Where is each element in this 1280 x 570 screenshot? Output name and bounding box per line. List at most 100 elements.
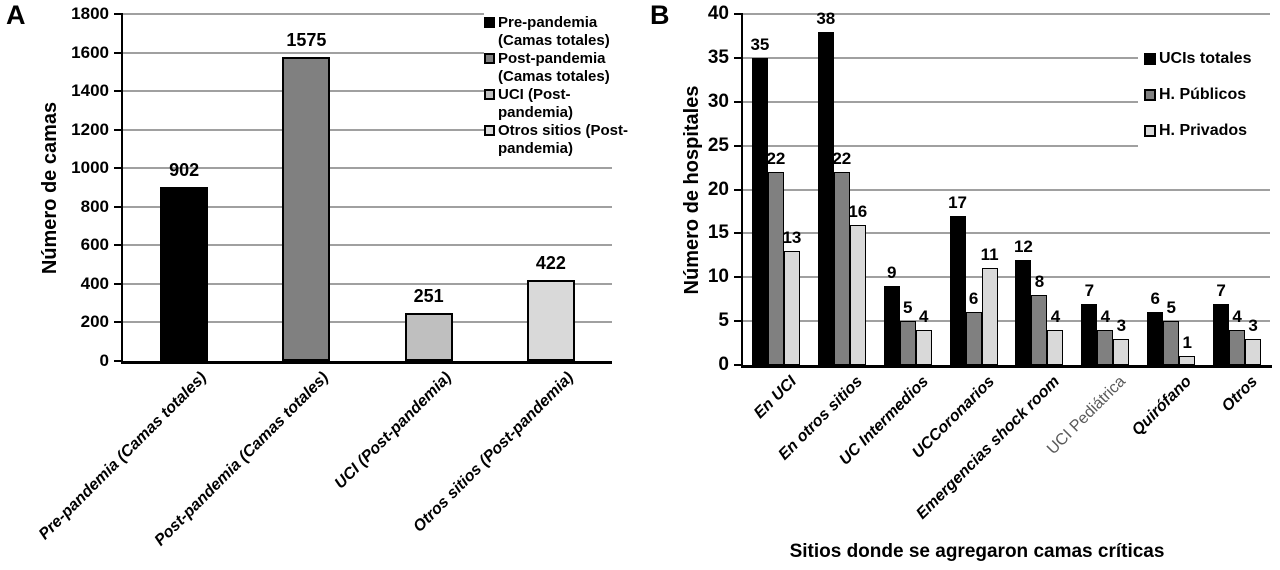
legend-item: UCI (Post- pandemia) (484, 86, 642, 122)
gridline (123, 13, 612, 15)
bar-b-6-1 (1163, 321, 1180, 365)
gridline (743, 144, 1270, 147)
legend-swatch (1144, 125, 1156, 137)
bar-value-label: 251 (413, 285, 444, 306)
bar-a-3 (526, 279, 575, 361)
bar-b-7-0 (1213, 303, 1230, 365)
y-axis-line (121, 14, 123, 364)
bar-b-0-2 (783, 250, 800, 365)
legend-swatch (484, 53, 495, 64)
bar-b-0-1 (767, 171, 784, 365)
bar-value-label: 12 (1013, 236, 1033, 256)
gridline (743, 100, 1270, 103)
y-tick-label: 15 (707, 222, 729, 244)
y-tick-mark (114, 282, 123, 285)
bar-value-label: 9 (886, 263, 897, 283)
bar-value-label: 5 (1166, 298, 1176, 318)
y-tick-label: 5 (718, 310, 729, 332)
bar-value-label: 4 (1100, 306, 1111, 326)
y-tick-label: 400 (80, 273, 109, 293)
y-tick-label: 25 (707, 134, 729, 156)
bar-a-2 (404, 312, 453, 361)
y-tick-label: 35 (707, 46, 729, 68)
bar-value-label: 4 (918, 306, 929, 326)
bar-b-5-1 (1097, 329, 1114, 365)
bar-value-label: 7 (1084, 280, 1095, 300)
gridline (743, 276, 1270, 279)
y-tick-label: 1200 (71, 119, 109, 139)
bar-value-label: 22 (766, 148, 786, 168)
y-tick-mark (114, 51, 123, 54)
legend-item: H. Públicos (1144, 86, 1276, 104)
y-tick-mark (734, 100, 743, 103)
bar-value-label: 22 (832, 148, 852, 168)
bar-value-label: 13 (782, 227, 802, 247)
x-axis-line (741, 365, 1272, 368)
bar-b-4-0 (1015, 259, 1032, 365)
y-tick-label: 40 (707, 3, 729, 24)
y-tick-mark (114, 321, 123, 324)
y-tick-label: 30 (707, 90, 729, 112)
legend: Pre-pandemia (Camas totales) Post-pandemi… (484, 13, 642, 159)
bar-value-label: 16 (848, 201, 868, 221)
gridline (743, 232, 1270, 235)
legend-label: H. Públicos (1159, 86, 1247, 103)
bar-b-3-0 (949, 215, 966, 365)
gridline (123, 90, 612, 93)
bar-b-7-1 (1229, 329, 1246, 365)
bar-b-7-2 (1245, 338, 1262, 365)
legend-label: H. Privados (1159, 122, 1248, 139)
y-tick-mark (734, 13, 743, 15)
y-tick-mark (114, 13, 123, 15)
gridline (123, 128, 612, 131)
y-tick-label: 1600 (71, 42, 109, 62)
gridline (123, 167, 612, 170)
bar-b-4-1 (1031, 294, 1048, 365)
bar-value-label: 422 (535, 252, 566, 273)
bar-b-5-2 (1113, 338, 1130, 365)
gridline (123, 321, 612, 324)
legend-swatch (484, 125, 495, 136)
bar-b-3-1 (965, 312, 982, 365)
bar-value-label: 35 (750, 34, 770, 54)
bar-value-label: 7 (1216, 280, 1226, 300)
bar-a-0 (160, 187, 209, 361)
bar-b-0-0 (751, 57, 768, 365)
y-tick-mark (114, 205, 123, 208)
bar-value-label: 8 (1034, 271, 1045, 291)
legend-label: Pre-pandemia (Camas totales) (498, 14, 610, 49)
bar-b-3-2 (981, 268, 998, 365)
bar-b-6-2 (1179, 356, 1196, 365)
panel-a-label: A (6, 0, 26, 30)
y-tick-label: 600 (80, 235, 109, 255)
bar-a-1 (282, 57, 331, 361)
x-axis-line (121, 361, 612, 364)
bar-value-label: 6 (968, 289, 979, 309)
y-tick-mark (734, 144, 743, 147)
legend-swatch (1144, 53, 1156, 65)
y-tick-mark (114, 128, 123, 131)
gridline (123, 282, 612, 285)
bar-b-2-2 (915, 329, 932, 365)
bar-b-6-0 (1147, 312, 1164, 365)
bar-b-1-1 (833, 171, 850, 365)
bar-b-4-2 (1047, 329, 1064, 365)
gridline (123, 205, 612, 208)
gridline (123, 244, 612, 247)
legend-item: UCIs totales (1144, 50, 1276, 68)
legend-label: UCIs totales (1159, 50, 1252, 67)
y-tick-mark (734, 320, 743, 323)
y-tick-label: 1400 (71, 81, 109, 101)
bar-value-label: 11 (980, 245, 999, 265)
legend-item: Post-pandemia (Camas totales) (484, 50, 642, 86)
bar-value-label: 4 (1050, 306, 1061, 326)
gridline (743, 320, 1270, 323)
x-axis-title: Sitios donde se agregaron camas críticas (789, 541, 1165, 562)
y-tick-label: 10 (707, 266, 729, 288)
y-tick-mark (114, 360, 123, 362)
legend-item: Otros sitios (Post- pandemia) (484, 122, 642, 158)
gridline (743, 56, 1270, 59)
y-tick-label: 0 (99, 351, 109, 370)
